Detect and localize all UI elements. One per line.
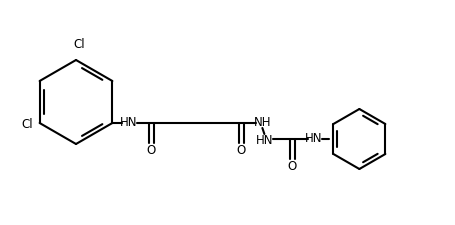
Text: HN: HN bbox=[255, 133, 273, 146]
Text: Cl: Cl bbox=[73, 38, 85, 51]
Text: Cl: Cl bbox=[21, 119, 33, 131]
Text: HN: HN bbox=[304, 131, 321, 144]
Text: O: O bbox=[236, 144, 245, 157]
Text: NH: NH bbox=[253, 115, 271, 128]
Text: O: O bbox=[287, 160, 296, 173]
Text: O: O bbox=[147, 144, 156, 157]
Text: HN: HN bbox=[119, 115, 137, 128]
